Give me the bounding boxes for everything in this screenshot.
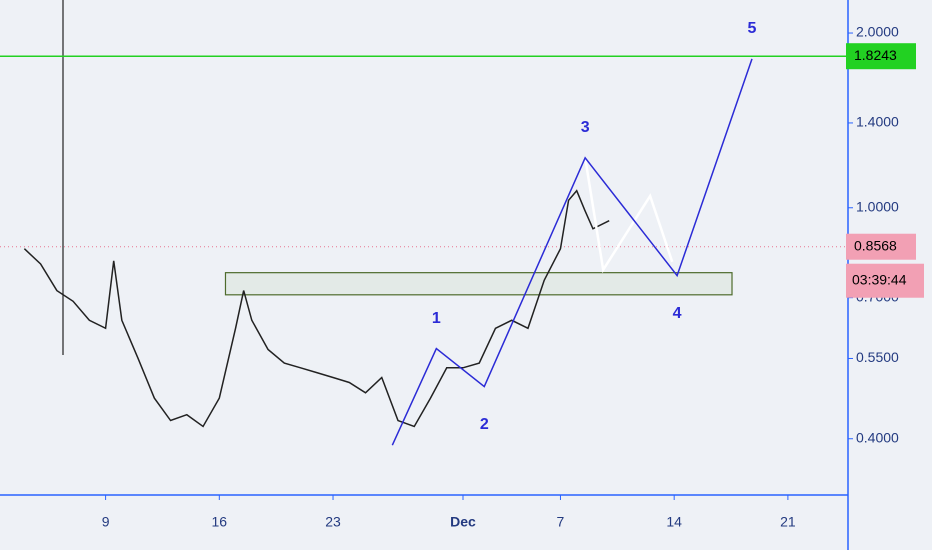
y-tick-label: 1.0000 xyxy=(856,198,899,214)
wave-label: 1 xyxy=(432,310,441,327)
wave-label: 2 xyxy=(480,416,489,433)
countdown-label: 03:39:44 xyxy=(852,271,907,287)
x-tick-label: 23 xyxy=(325,514,341,530)
x-tick-label: 9 xyxy=(102,514,110,530)
x-tick-label: 16 xyxy=(212,514,228,530)
x-tick-label: 7 xyxy=(557,514,565,530)
wave-label: 3 xyxy=(581,119,590,136)
last-price-label: 0.8568 xyxy=(854,237,897,253)
x-tick-label: 14 xyxy=(666,514,682,530)
y-tick-label: 1.4000 xyxy=(856,114,899,130)
level-label: 1.8243 xyxy=(854,47,897,63)
wave-label: 4 xyxy=(673,305,682,322)
wave-line xyxy=(391,58,753,446)
support-zone xyxy=(224,272,733,296)
y-tick-label: 2.0000 xyxy=(856,24,899,40)
price-line xyxy=(23,189,610,428)
y-tick-label: 0.5500 xyxy=(856,349,899,365)
x-tick-label: Dec xyxy=(450,514,476,530)
x-tick-label: 21 xyxy=(780,514,796,530)
wave-label: 5 xyxy=(748,20,757,37)
sub-wave-line xyxy=(583,157,674,274)
last-price-box xyxy=(846,233,916,260)
countdown-box xyxy=(846,263,924,298)
level-label-box xyxy=(846,43,916,70)
y-tick-label: 0.4000 xyxy=(856,429,899,445)
